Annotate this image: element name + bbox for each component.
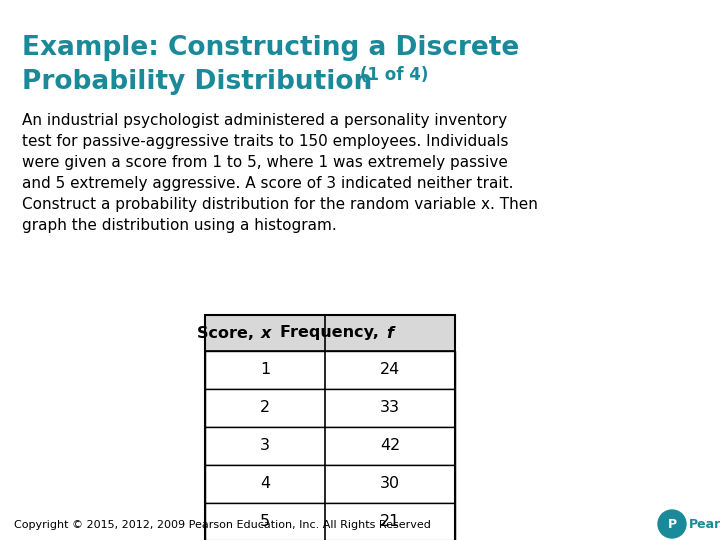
- Text: 5: 5: [260, 515, 270, 530]
- Text: (1 of 4): (1 of 4): [360, 66, 428, 84]
- Bar: [205, 315, 455, 540]
- Bar: [205, 315, 455, 351]
- Text: 24: 24: [380, 362, 400, 377]
- Text: 33: 33: [380, 401, 400, 415]
- Text: 4: 4: [260, 476, 270, 491]
- Text: Pearson: Pearson: [689, 517, 720, 530]
- Text: Probability Distribution: Probability Distribution: [22, 69, 372, 95]
- Text: 2: 2: [260, 401, 270, 415]
- Text: f: f: [386, 326, 393, 341]
- Circle shape: [658, 510, 686, 538]
- Text: 3: 3: [260, 438, 270, 454]
- Text: 42: 42: [380, 438, 400, 454]
- Text: Copyright © 2015, 2012, 2009 Pearson Education, Inc. All Rights Reserved: Copyright © 2015, 2012, 2009 Pearson Edu…: [14, 520, 431, 530]
- Bar: [205, 351, 455, 389]
- Text: P: P: [667, 517, 677, 530]
- Text: An industrial psychologist administered a personality inventory
test for passive: An industrial psychologist administered …: [22, 113, 538, 233]
- Text: Score,: Score,: [197, 326, 260, 341]
- Text: Example: Constructing a Discrete: Example: Constructing a Discrete: [22, 35, 519, 61]
- Text: Frequency,: Frequency,: [281, 326, 385, 341]
- Text: 21: 21: [380, 515, 400, 530]
- Bar: [205, 427, 455, 465]
- Bar: [205, 503, 455, 540]
- Bar: [205, 465, 455, 503]
- Text: 1: 1: [260, 362, 270, 377]
- Text: x: x: [261, 326, 271, 341]
- Bar: [205, 389, 455, 427]
- Text: 30: 30: [380, 476, 400, 491]
